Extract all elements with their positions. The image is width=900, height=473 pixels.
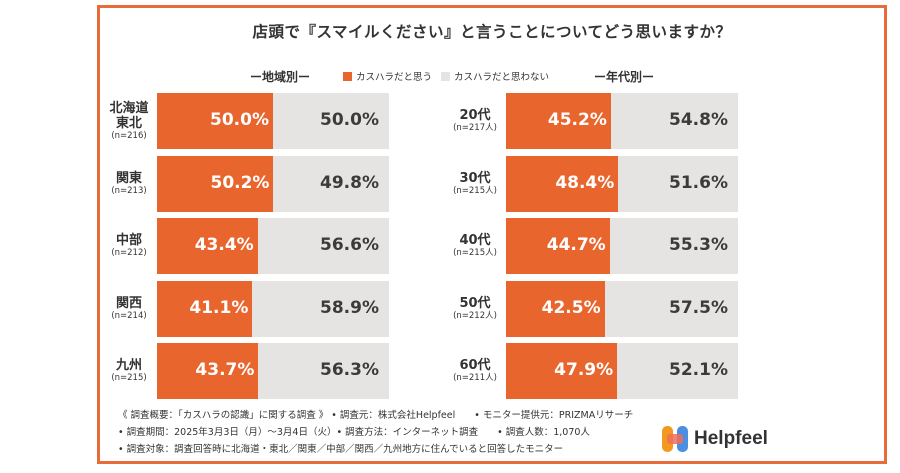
legend-no: カスハラだと思わない	[441, 69, 549, 83]
bar-yes	[157, 93, 273, 149]
category-sample-size: (n=215人)	[453, 248, 497, 258]
category-label: 40代 (n=215人)	[446, 233, 504, 259]
category-sample-size: (n=216)	[111, 130, 147, 141]
category-name: 東北	[115, 115, 142, 131]
category-label: 50代 (n=212人)	[446, 296, 504, 322]
value-label-no: 54.8%	[669, 110, 728, 130]
bar-no	[617, 343, 738, 399]
category-name: 30代	[459, 171, 491, 186]
category-sample-size: (n=215人)	[453, 186, 497, 196]
category-sample-size: (n=211人)	[453, 373, 497, 383]
value-label-no: 56.6%	[320, 235, 379, 255]
category-sample-size: (n=213)	[111, 186, 147, 196]
logo-text: Helpfeel	[694, 428, 768, 449]
value-label-no: 51.6%	[669, 173, 728, 193]
value-label-yes: 50.0%	[210, 110, 269, 130]
category-name: 北海道	[109, 100, 149, 116]
value-label-yes: 48.4%	[555, 173, 615, 193]
category-name: 関東	[115, 171, 142, 186]
age-section-title: ー年代別ー	[594, 70, 655, 84]
value-label-yes: 45.2%	[547, 110, 607, 130]
bar-yes	[506, 343, 618, 399]
bar-yes	[506, 93, 611, 149]
bar-no	[609, 218, 738, 274]
value-label-yes: 43.7%	[195, 360, 255, 380]
category-sample-size: (n=212人)	[453, 311, 497, 321]
legend-no-label: カスハラだと思わない	[454, 72, 550, 83]
bar-yes	[157, 156, 274, 212]
bar-yes	[157, 218, 258, 274]
bar-yes	[506, 281, 605, 337]
chart-frame	[97, 5, 887, 464]
category-label: 九州 (n=215)	[104, 358, 154, 384]
value-label-no: 58.9%	[320, 298, 379, 318]
bar-no	[610, 93, 738, 149]
bar-no	[257, 218, 389, 274]
category-sample-size: (n=215)	[111, 373, 147, 383]
helpfeel-logo: Helpfeel	[662, 426, 768, 452]
category-name: 20代	[459, 108, 491, 123]
value-label-no: 50.0%	[320, 110, 379, 130]
bar-no	[258, 343, 389, 399]
value-label-no: 56.3%	[320, 360, 379, 380]
category-label: 関西 (n=214)	[104, 296, 154, 322]
helpfeel-logo-icon	[662, 426, 688, 452]
bar-yes	[157, 281, 253, 337]
category-name: 60代	[459, 358, 491, 373]
value-label-yes: 44.7%	[546, 235, 606, 255]
value-label-no: 55.3%	[669, 235, 728, 255]
bar-no	[273, 156, 389, 212]
category-label: 北海道 東北 (n=216)	[104, 101, 154, 142]
category-name: 関西	[115, 296, 142, 311]
value-label-yes: 43.4%	[194, 235, 254, 255]
category-name: 40代	[459, 233, 491, 248]
bar-yes	[157, 343, 259, 399]
legend-yes-label: カスハラだと思う	[356, 72, 433, 83]
category-label: 30代 (n=215人)	[446, 171, 504, 197]
category-name: 中部	[115, 233, 142, 248]
category-name: 九州	[115, 358, 142, 373]
bar-no	[252, 281, 389, 337]
region-section-title: ー地域別ー	[250, 70, 311, 84]
bar-no	[604, 281, 738, 337]
footnote-line-3: • 調査対象：調査回答時に北海道・東北／関東／中部／関西／九州地方に住んでいると…	[118, 444, 564, 455]
category-label: 20代 (n=217人)	[446, 108, 504, 134]
value-label-yes: 42.5%	[541, 298, 601, 318]
category-name: 50代	[459, 296, 491, 311]
value-label-no: 52.1%	[669, 360, 728, 380]
footnote-line-1: 《 調査概要：「カスハラの認識」に関する調査 》 • 調査元：株式会社Helpf…	[118, 410, 634, 421]
value-label-yes: 47.9%	[554, 360, 614, 380]
value-label-no: 57.5%	[669, 298, 728, 318]
category-sample-size: (n=217人)	[453, 123, 497, 133]
bar-yes	[506, 156, 619, 212]
category-label: 60代 (n=211人)	[446, 358, 504, 384]
bar-yes	[506, 218, 610, 274]
footnote-line-2: • 調査期間：2025年3月3日（月）～3月4日（火）• 調査方法：インターネッ…	[118, 427, 590, 438]
value-label-yes: 41.1%	[189, 298, 249, 318]
category-sample-size: (n=212)	[111, 248, 147, 258]
category-label: 関東 (n=213)	[104, 171, 154, 197]
bar-no	[273, 93, 389, 149]
bar-no	[618, 156, 738, 212]
chart-title: 店頭で『スマイルください』と言うことについてどう思いますか？	[252, 23, 732, 41]
legend-yes: カスハラだと思う	[343, 69, 432, 83]
legend-yes-swatch	[343, 71, 352, 81]
value-label-yes: 50.2%	[210, 173, 270, 193]
value-label-no: 49.8%	[320, 173, 379, 193]
category-label: 中部 (n=212)	[104, 233, 154, 259]
category-sample-size: (n=214)	[111, 311, 147, 321]
legend-no-swatch	[441, 71, 450, 81]
